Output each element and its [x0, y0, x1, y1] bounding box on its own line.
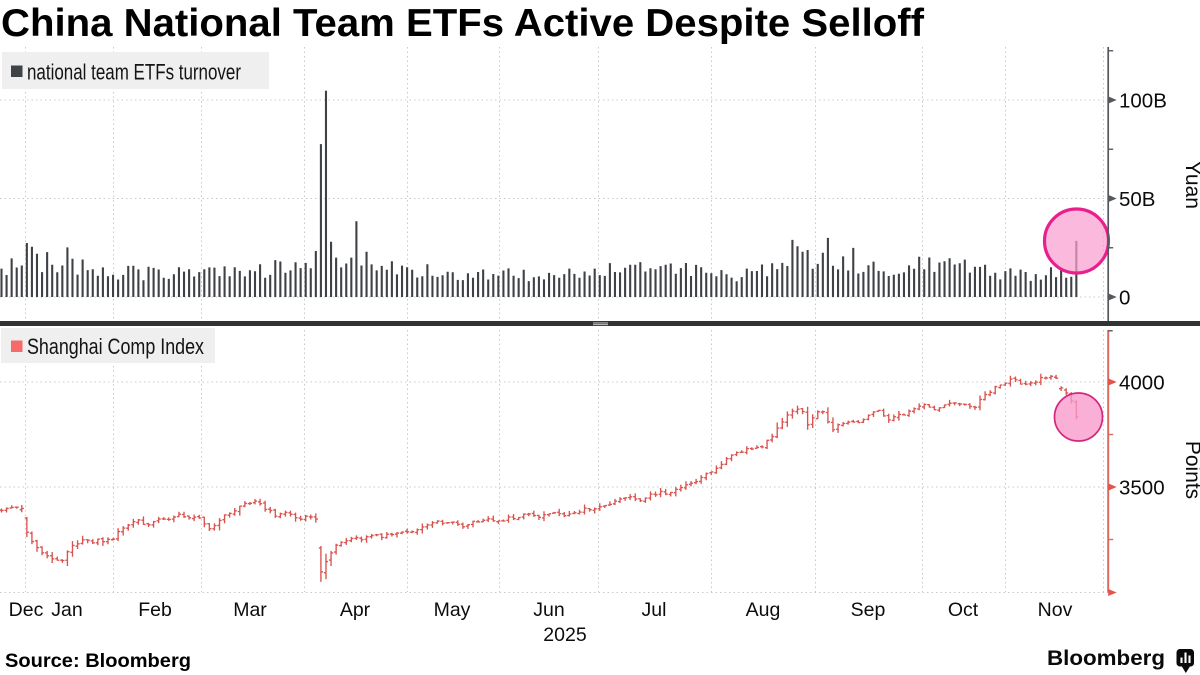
svg-text:Jul: Jul: [642, 599, 667, 621]
svg-text:Mar: Mar: [233, 599, 267, 621]
svg-text:Bloomberg: Bloomberg: [1047, 647, 1165, 670]
svg-text:100B: 100B: [1119, 90, 1167, 113]
svg-text:Jun: Jun: [533, 599, 564, 621]
svg-text:May: May: [434, 599, 471, 621]
svg-text:China National Team ETFs Activ: China National Team ETFs Active Despite …: [1, 2, 924, 45]
svg-text:Yuan: Yuan: [1181, 161, 1200, 209]
svg-text:Sep: Sep: [851, 599, 886, 621]
svg-text:national team ETFs turnover: national team ETFs turnover: [27, 60, 241, 85]
svg-text:Points: Points: [1181, 441, 1200, 499]
svg-text:Jan: Jan: [51, 599, 82, 621]
svg-text:Apr: Apr: [340, 599, 371, 621]
svg-text:0: 0: [1119, 287, 1130, 310]
svg-text:50B: 50B: [1119, 188, 1155, 211]
svg-text:3500: 3500: [1119, 477, 1165, 500]
svg-text:Oct: Oct: [948, 599, 979, 621]
svg-text:Source: Bloomberg: Source: Bloomberg: [5, 651, 191, 672]
svg-text:2025: 2025: [543, 624, 587, 646]
svg-text:Aug: Aug: [746, 599, 781, 621]
svg-text:Nov: Nov: [1038, 599, 1073, 621]
svg-text:Feb: Feb: [138, 599, 172, 621]
svg-text:Shanghai Comp Index: Shanghai Comp Index: [27, 334, 205, 359]
svg-text:Dec: Dec: [9, 599, 44, 621]
svg-text:4000: 4000: [1119, 372, 1165, 395]
